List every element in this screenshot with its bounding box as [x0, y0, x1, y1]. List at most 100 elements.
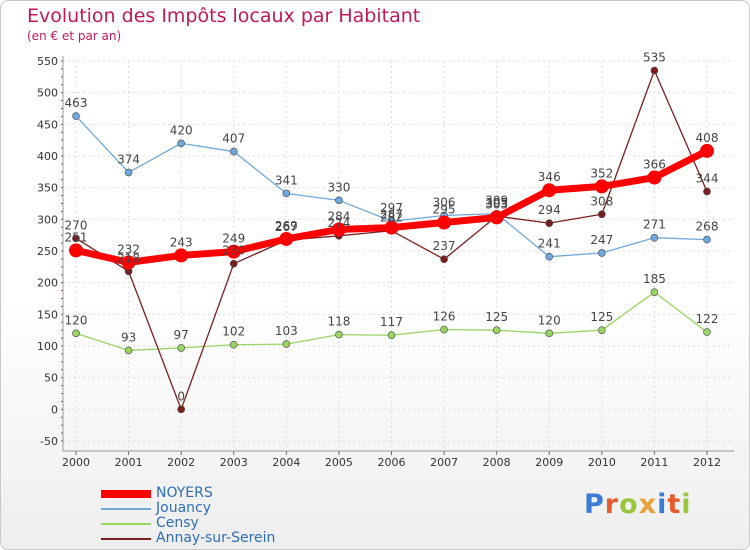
point-noyers	[489, 210, 504, 225]
data-label-noyers: 269	[275, 219, 298, 233]
x-tick-label: 2004	[272, 456, 300, 469]
point-jouancy	[124, 168, 133, 177]
data-label-jouancy: 271	[643, 218, 666, 232]
point-jouancy	[177, 139, 185, 148]
logo-letter: P	[584, 489, 605, 520]
data-label-jouancy: 297	[380, 201, 403, 215]
y-tick-label: 550	[37, 55, 58, 68]
data-label-jouancy: 420	[170, 123, 193, 137]
point-censy	[177, 344, 185, 352]
point-censy	[650, 288, 659, 296]
data-label-annay-sur-serein: 230	[222, 244, 245, 258]
y-tick-label: 300	[37, 213, 58, 226]
point-noyers	[700, 143, 714, 158]
point-annay-sur-serein	[72, 234, 80, 243]
logo-letter: i	[681, 489, 692, 520]
x-tick-label: 2003	[220, 456, 248, 469]
data-label-jouancy: 241	[538, 237, 561, 251]
point-censy	[72, 329, 80, 338]
point-jouancy	[650, 233, 659, 242]
point-annay-sur-serein	[177, 405, 185, 414]
point-noyers	[594, 179, 609, 194]
data-label-noyers: 232	[117, 242, 140, 256]
y-tick-label: 350	[37, 182, 58, 195]
data-label-jouancy: 309	[485, 194, 508, 208]
point-noyers	[542, 183, 557, 198]
data-label-noyers: 295	[433, 203, 456, 217]
x-tick-label: 2007	[430, 456, 458, 469]
x-tick-label: 2000	[62, 456, 90, 469]
data-label-censy: 185	[643, 272, 666, 286]
data-label-annay-sur-serein: 267	[275, 220, 298, 234]
data-label-noyers: 287	[380, 208, 403, 222]
legend: NOYERS Jouancy Censy Annay-sur-Serein	[101, 486, 361, 546]
data-label-noyers: 303	[485, 197, 508, 211]
legend-swatch	[101, 523, 151, 525]
point-annay-sur-serein	[650, 66, 659, 75]
point-noyers	[121, 255, 136, 270]
data-label-censy: 120	[538, 313, 561, 327]
y-tick-label: 500	[37, 87, 58, 100]
legend-label: Annay-sur-Serein	[156, 530, 276, 546]
point-annay-sur-serein	[598, 210, 606, 219]
data-label-censy: 93	[121, 330, 136, 344]
point-jouancy	[229, 147, 238, 156]
point-noyers	[174, 248, 189, 263]
point-censy	[282, 340, 291, 348]
data-label-censy: 117	[380, 315, 403, 329]
data-label-jouancy: 247	[590, 233, 613, 247]
point-censy	[703, 328, 711, 336]
chart-subtitle: (en € et par an)	[27, 29, 122, 43]
point-jouancy	[703, 235, 711, 244]
point-annay-sur-serein	[229, 259, 238, 268]
x-tick-label: 2005	[325, 456, 353, 469]
data-label-annay-sur-serein: 305	[485, 196, 508, 210]
y-tick-label: 200	[37, 277, 58, 290]
y-tick-label: 150	[37, 308, 58, 321]
chart-title: Evolution des Impôts locaux par Habitant	[27, 5, 421, 27]
data-label-jouancy: 306	[433, 196, 456, 210]
logo-letter: i	[657, 489, 668, 520]
data-label-censy: 118	[327, 315, 350, 329]
data-label-annay-sur-serein: 294	[538, 203, 561, 217]
legend-label: NOYERS	[156, 485, 213, 501]
data-label-annay-sur-serein: 282	[380, 211, 403, 225]
data-label-annay-sur-serein: 237	[433, 239, 456, 253]
point-censy	[545, 329, 554, 338]
data-label-censy: 122	[696, 312, 719, 326]
data-label-annay-sur-serein: 344	[696, 171, 719, 185]
data-label-censy: 103	[275, 324, 298, 338]
data-label-jouancy: 330	[327, 180, 350, 194]
x-tick-label: 2001	[115, 456, 143, 469]
x-tick-label: 2002	[167, 456, 195, 469]
point-jouancy	[282, 189, 291, 198]
y-tick-label: 450	[37, 118, 58, 131]
data-label-jouancy: 341	[275, 173, 298, 187]
x-tick-label: 2008	[483, 456, 511, 469]
y-tick-label: 0	[51, 403, 58, 416]
point-annay-sur-serein	[440, 255, 448, 264]
point-censy	[229, 340, 238, 349]
logo-letter: r	[604, 489, 620, 520]
data-label-annay-sur-serein: 218	[117, 251, 140, 265]
data-label-annay-sur-serein: 308	[590, 194, 613, 208]
point-censy	[335, 330, 343, 339]
point-censy	[124, 346, 133, 355]
point-jouancy	[335, 196, 343, 205]
data-label-annay-sur-serein: 274	[327, 216, 350, 230]
data-label-noyers: 352	[590, 166, 613, 180]
data-label-jouancy: 268	[696, 220, 719, 234]
data-label-censy: 102	[222, 325, 245, 339]
logo-letter: t	[667, 489, 682, 520]
data-label-noyers: 243	[170, 235, 193, 249]
y-tick-label: 50	[44, 372, 58, 385]
data-label-noyers: 346	[538, 170, 561, 184]
point-noyers	[331, 222, 346, 237]
point-noyers	[437, 215, 452, 230]
data-label-annay-sur-serein: 0	[177, 389, 185, 403]
point-noyers	[226, 244, 241, 259]
legend-item-jouancy: Jouancy	[101, 501, 361, 516]
point-jouancy	[72, 112, 80, 120]
point-jouancy	[598, 249, 606, 257]
